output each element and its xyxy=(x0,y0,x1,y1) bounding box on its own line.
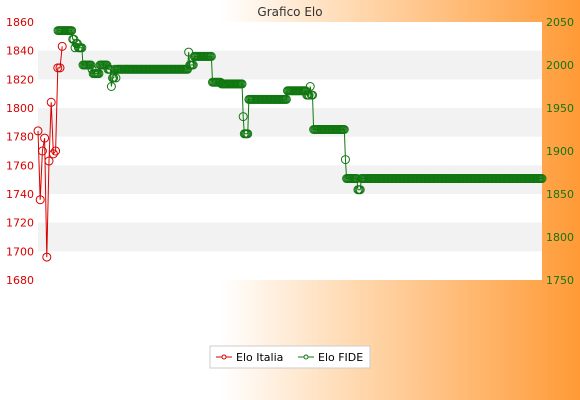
elo-fide-point xyxy=(355,185,365,195)
elo-fide-point xyxy=(206,51,216,61)
legend-box xyxy=(209,345,371,369)
legend: Elo Italia Elo FIDE xyxy=(209,345,371,369)
elo-italia-point xyxy=(42,252,52,262)
y-right-tick-label: 1750 xyxy=(546,274,574,287)
elo-fide-point xyxy=(70,43,80,53)
elo-fide-point xyxy=(305,82,315,91)
elo-italia-point xyxy=(55,63,65,73)
y-right-tick-label: 1800 xyxy=(546,231,574,244)
elo-italia-point xyxy=(53,63,63,73)
y-right-tick-label: 1900 xyxy=(546,145,574,158)
elo-fide-point xyxy=(94,69,104,79)
elo-fide-point xyxy=(111,73,121,83)
y-left-tick-label: 1780 xyxy=(6,131,34,144)
y-left-tick-label: 1680 xyxy=(6,274,34,287)
elo-fide-point xyxy=(86,60,96,70)
elo-fide-point xyxy=(339,125,349,134)
legend-italia-label: Elo Italia xyxy=(236,351,283,364)
elo-italia-point xyxy=(40,133,50,143)
y-left-tick-label: 1860 xyxy=(6,16,34,29)
elo-italia-point xyxy=(57,41,67,51)
elo-italia-point xyxy=(44,156,54,166)
elo-italia-point xyxy=(48,149,58,159)
y-left-tick-label: 1760 xyxy=(6,159,34,172)
y-right-tick-label: 2000 xyxy=(546,59,574,72)
elo-fide-point xyxy=(109,73,119,83)
elo-fide-point xyxy=(77,43,87,53)
y-right-tick-label: 2050 xyxy=(546,16,574,29)
grid-band xyxy=(38,108,542,137)
elo-italia-line xyxy=(37,46,63,258)
elo-italia-point xyxy=(35,195,45,205)
elo-fide-point xyxy=(188,60,198,70)
elo-fide-point xyxy=(304,90,314,100)
elo-fide-point xyxy=(184,47,194,57)
y-left-tick-label: 1800 xyxy=(6,102,34,115)
y-left-tick-label: 1700 xyxy=(6,245,34,258)
y-right-tick-label: 1850 xyxy=(546,188,574,201)
y-left-tick-label: 1840 xyxy=(6,45,34,58)
elo-italia-point xyxy=(51,146,61,156)
y-left-tick-label: 1720 xyxy=(6,217,34,230)
elo-fide-point xyxy=(307,90,317,100)
elo-fide-point xyxy=(340,155,350,165)
legend-fide-label: Elo FIDE xyxy=(318,351,363,364)
legend-fide-marker xyxy=(303,354,309,360)
elo-fide-point xyxy=(67,26,77,36)
grid-band xyxy=(38,222,542,252)
y-right-tick-label: 1950 xyxy=(546,102,574,115)
elo-fide-point xyxy=(537,174,547,184)
y-left-tick-label: 1740 xyxy=(6,188,34,201)
y-left-tick-label: 1820 xyxy=(6,73,34,86)
elo-italia-point xyxy=(33,126,43,136)
elo-fide-point xyxy=(243,129,253,139)
elo-fide-point xyxy=(281,94,291,104)
chart-title: Grafico Elo xyxy=(257,5,322,19)
elo-fide-point xyxy=(238,112,248,122)
elo-fide-point xyxy=(106,82,116,91)
legend-italia-marker xyxy=(221,354,227,360)
elo-italia-point xyxy=(46,97,56,107)
elo-italia-point xyxy=(37,146,47,156)
elo-fide-point xyxy=(237,79,247,89)
elo-fide-line xyxy=(58,30,542,191)
